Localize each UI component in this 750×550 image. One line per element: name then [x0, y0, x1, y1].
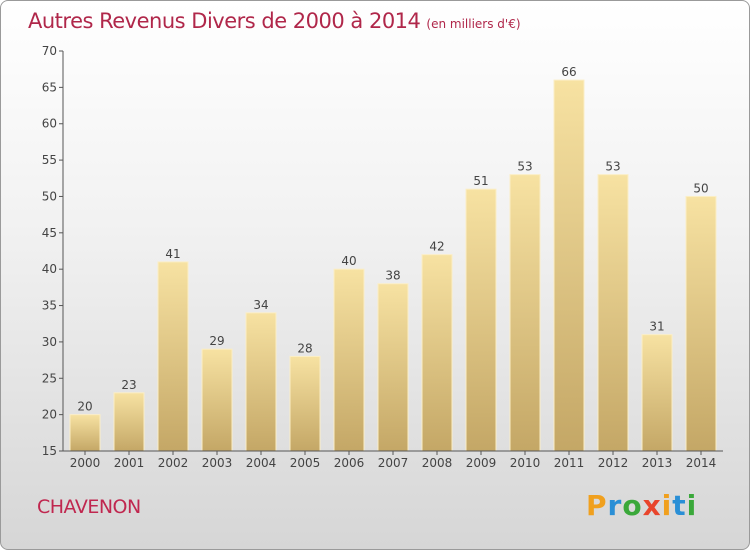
x-tick-label: 2012 — [598, 456, 629, 470]
bar-value-label: 40 — [341, 254, 356, 268]
logo-letter: P — [586, 489, 608, 522]
bar — [245, 312, 277, 452]
bar — [553, 79, 585, 452]
x-tick-label: 2004 — [246, 456, 277, 470]
bar — [509, 174, 541, 452]
x-tick-label: 2008 — [422, 456, 453, 470]
bar — [289, 355, 321, 452]
x-tick-label: 2011 — [554, 456, 585, 470]
bar-value-label: 34 — [253, 298, 268, 312]
bar — [69, 414, 101, 452]
bar-value-label: 41 — [165, 247, 180, 261]
logo-letter: i — [686, 489, 698, 522]
bar — [377, 283, 409, 452]
logo-letter: o — [622, 489, 643, 522]
y-tick-label: 30 — [42, 335, 57, 349]
y-tick-label: 45 — [42, 226, 57, 240]
y-tick-label: 70 — [42, 44, 57, 58]
bar-value-label: 50 — [693, 181, 708, 195]
logo-letter: r — [607, 489, 623, 522]
bar-value-label: 23 — [121, 378, 136, 392]
logo-letter: i — [661, 489, 673, 522]
bar — [465, 188, 497, 452]
bar-value-label: 53 — [605, 160, 620, 174]
y-tick-label: 15 — [42, 444, 57, 458]
bar — [421, 254, 453, 452]
bar — [597, 174, 629, 452]
bars-group: 20 23 41 29 34 28 40 38 42 51 53 66 53 31 50 — [69, 65, 717, 452]
bar-value-label: 29 — [209, 334, 224, 348]
x-tick-label: 2006 — [334, 456, 365, 470]
bar-value-label: 31 — [649, 320, 664, 334]
x-tick-label: 2010 — [510, 456, 541, 470]
x-axis: 2000 2001 2002 2003 2004 2005 2006 2007 2008 2009… — [63, 450, 723, 470]
bar-value-label: 42 — [429, 240, 444, 254]
commune-name: CHAVENON — [37, 496, 141, 518]
x-tick-label: 2013 — [642, 456, 673, 470]
bar-value-label: 38 — [385, 269, 400, 283]
x-tick-label: 2000 — [70, 456, 101, 470]
bar-value-label: 20 — [77, 400, 92, 414]
y-tick-label: 60 — [42, 117, 57, 131]
logo-letter: t — [672, 489, 687, 522]
y-tick-label: 40 — [42, 262, 57, 276]
chart-title-main: Autres Revenus Divers de 2000 à 2014 — [28, 9, 421, 33]
bar-value-label: 28 — [297, 341, 312, 355]
y-tick-label: 35 — [42, 299, 57, 313]
x-tick-label: 2009 — [466, 456, 497, 470]
bar — [685, 195, 717, 452]
x-tick-label: 2003 — [202, 456, 233, 470]
x-tick-label: 2007 — [378, 456, 409, 470]
bar — [333, 268, 365, 452]
bar — [201, 348, 233, 452]
x-tick-label: 2002 — [158, 456, 189, 470]
y-axis: 15 20 25 30 35 40 45 50 55 60 65 70 — [42, 44, 64, 458]
y-tick-label: 25 — [42, 371, 57, 385]
y-tick-label: 65 — [42, 80, 57, 94]
bar-value-label: 51 — [473, 174, 488, 188]
bar — [157, 261, 189, 452]
bar-value-label: 53 — [517, 160, 532, 174]
x-tick-label: 2001 — [114, 456, 145, 470]
y-tick-label: 55 — [42, 153, 57, 167]
chart-title-unit: (en milliers d'€) — [426, 17, 521, 31]
bar — [113, 392, 145, 452]
logo-letter: x — [642, 489, 662, 522]
y-tick-label: 20 — [42, 408, 57, 422]
bar-value-label: 66 — [561, 65, 576, 79]
proxiti-logo: Proxiti — [586, 489, 697, 522]
bar — [641, 334, 673, 452]
y-tick-label: 50 — [42, 189, 57, 203]
x-tick-label: 2005 — [290, 456, 321, 470]
chart-title: Autres Revenus Divers de 2000 à 2014 (en … — [28, 9, 521, 33]
x-tick-label: 2014 — [686, 456, 717, 470]
